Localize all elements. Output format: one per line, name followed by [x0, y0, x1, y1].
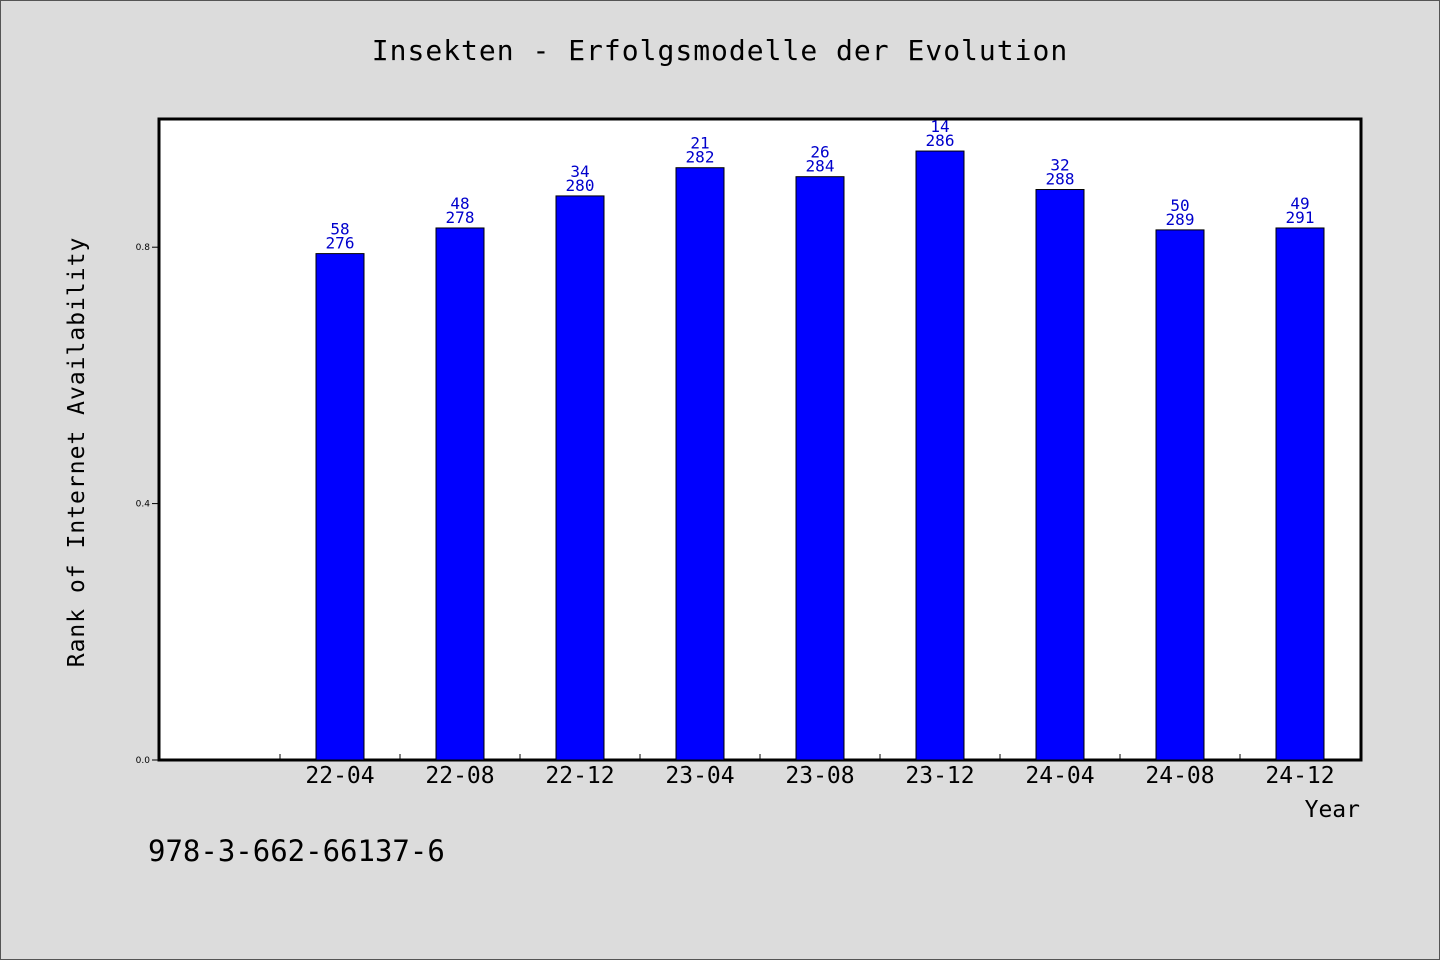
- bar: [915, 150, 965, 761]
- bar-label-top: 21: [690, 134, 709, 153]
- x-tick-label: 23-04: [665, 763, 734, 789]
- bar: [1275, 227, 1325, 761]
- bar-label-bottom: 278: [446, 208, 475, 227]
- bar-label-top: 14: [930, 117, 949, 136]
- y-tick-label: 0.8: [136, 243, 151, 253]
- x-tick-label: 24-12: [1265, 763, 1334, 789]
- bar-label-bottom: 286: [926, 131, 955, 150]
- bar-label-top: 32: [1050, 156, 1069, 175]
- bar-label-top: 48: [450, 194, 469, 213]
- x-axis-label: Year: [1305, 797, 1360, 823]
- bar: [555, 195, 605, 761]
- bar-label-top: 50: [1170, 196, 1189, 215]
- bar: [435, 227, 485, 761]
- bar: [1155, 229, 1205, 761]
- bar-label-top: 49: [1290, 194, 1309, 213]
- x-tick-label: 24-04: [1025, 763, 1094, 789]
- x-tick-label: 23-08: [785, 763, 854, 789]
- bar-label-bottom: 276: [326, 234, 355, 253]
- chart-title: Insekten - Erfolgsmodelle der Evolution: [371, 34, 1069, 67]
- bar-label-top: 58: [330, 220, 349, 239]
- bar: [1035, 189, 1085, 761]
- y-tick-label: 0.0: [136, 756, 151, 766]
- bar: [675, 167, 725, 761]
- y-axis-label: Rank of Internet Availability: [64, 237, 90, 668]
- ticks-group: 22-04 22-08 22-12 23-04 23-08 23-12 24-04 24-08…: [136, 243, 1335, 789]
- bar-label-bottom: 291: [1286, 208, 1315, 227]
- bar: [795, 176, 845, 761]
- y-tick-label: 0.4: [136, 500, 151, 510]
- x-tick-label: 22-12: [545, 763, 614, 789]
- x-tick-label: 22-08: [425, 763, 494, 789]
- x-tick-label: 22-04: [305, 763, 374, 789]
- isbn-text: 978-3-662-66137-6: [148, 834, 445, 868]
- bar-label-bottom: 282: [686, 148, 715, 167]
- bar-label-bottom: 284: [806, 157, 835, 176]
- bar: [315, 253, 365, 761]
- bar-label-bottom: 288: [1046, 170, 1075, 189]
- bar-label-top: 26: [810, 143, 829, 162]
- bar-label-bottom: 280: [566, 176, 595, 195]
- bar-label-bottom: 289: [1166, 210, 1195, 229]
- bar-label-top: 34: [570, 162, 589, 181]
- x-tick-label: 23-12: [905, 763, 974, 789]
- x-tick-label: 24-08: [1145, 763, 1214, 789]
